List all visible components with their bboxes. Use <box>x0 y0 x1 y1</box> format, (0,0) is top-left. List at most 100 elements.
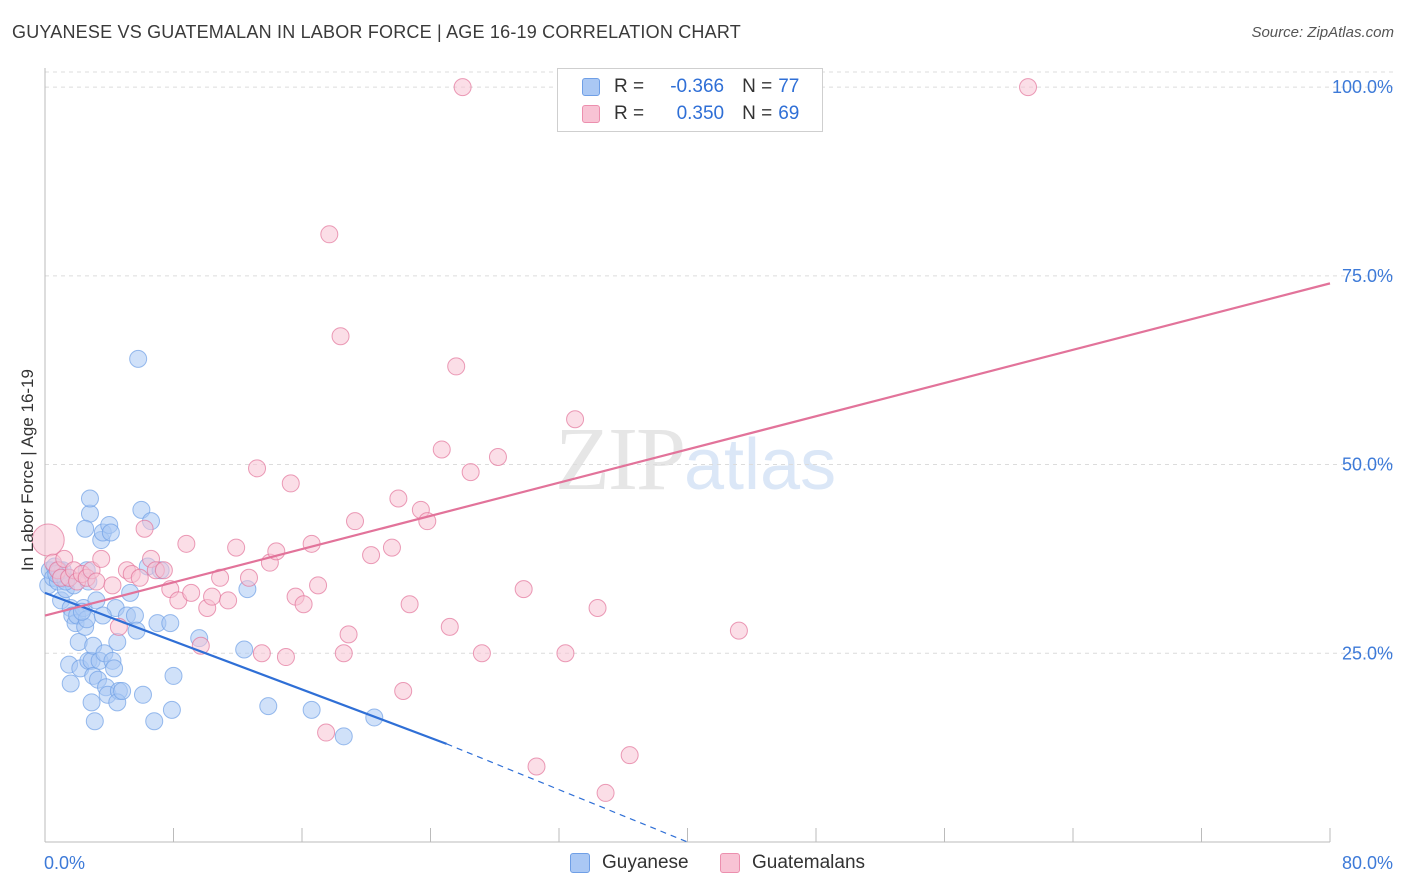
guyanese-point <box>302 700 321 719</box>
chart-title: GUYANESE VS GUATEMALAN IN LABOR FORCE | … <box>12 22 741 42</box>
x-tick-label-1: 80.0% <box>1342 853 1393 873</box>
legend-r-label: R = <box>614 103 645 124</box>
legend-n-value-guatemalans: 69 <box>778 103 800 124</box>
guatemalans-point <box>472 644 491 663</box>
guyanese-point <box>161 614 180 633</box>
guyanese-point <box>164 666 183 685</box>
guatemalans-point <box>154 561 173 580</box>
watermark: ZIPatlas <box>555 408 836 511</box>
guyanese-point <box>82 693 101 712</box>
guatemalans-trend-line <box>44 282 1331 617</box>
source-label: Source: ZipAtlas.com <box>1251 24 1394 41</box>
guatemalans-point <box>339 625 358 644</box>
bottom-legend-guyanese: Guyanese <box>570 852 689 874</box>
legend-r-value-guyanese: -0.366 <box>670 76 725 97</box>
guatemalans-point <box>1019 78 1038 97</box>
bottom-legend-label-guyanese: Guyanese <box>602 852 689 873</box>
guatemalans-point <box>588 598 607 617</box>
guatemalans-point <box>461 463 480 482</box>
guatemalans-point <box>227 538 246 557</box>
guyanese-point <box>85 712 104 731</box>
guatemalans-point <box>130 568 149 587</box>
guatemalans-point <box>103 576 122 595</box>
legend-r-label: R = <box>614 76 645 97</box>
guatemalans-point <box>389 489 408 508</box>
guatemalans-point <box>87 572 106 591</box>
legend-swatch-guatemalans <box>582 105 600 123</box>
guatemalans-point <box>346 512 365 531</box>
guatemalans-point <box>382 538 401 557</box>
guyanese-point <box>145 712 164 731</box>
guatemalans-point <box>334 644 353 663</box>
guyanese-trend-line <box>44 591 447 745</box>
guatemalans-point <box>331 327 350 346</box>
guatemalans-point <box>453 78 472 97</box>
guyanese-point <box>129 349 148 368</box>
guatemalans-point <box>400 595 419 614</box>
guyanese-point <box>334 727 353 746</box>
guyanese-point <box>113 682 132 701</box>
guatemalans-point <box>219 591 238 610</box>
guyanese-point <box>76 519 95 538</box>
guatemalans-point <box>276 648 295 667</box>
guyanese-point <box>101 523 120 542</box>
guatemalans-point <box>440 617 459 636</box>
y-axis-label: In Labor Force | Age 16-19 <box>18 369 37 571</box>
guatemalans-point <box>729 621 748 640</box>
guatemalans-point <box>309 576 328 595</box>
bottom-legend-swatch-guatemalans <box>720 853 740 873</box>
guatemalans-point <box>294 595 313 614</box>
guatemalans-point <box>488 448 507 466</box>
guatemalans-point <box>239 568 258 587</box>
guatemalans-point <box>135 519 154 538</box>
guatemalans-point <box>362 546 381 565</box>
guatemalans-point <box>556 644 575 663</box>
guatemalans-point <box>248 459 267 478</box>
guatemalans-point <box>447 357 466 376</box>
guatemalans-point <box>527 757 546 776</box>
guyanese-point <box>80 489 99 508</box>
y-tick-label-3: 100.0% <box>1332 77 1393 97</box>
legend-row-guyanese: R = -0.366 N = 77 <box>582 74 799 100</box>
bottom-legend-guatemalans: Guatemalans <box>720 852 865 874</box>
bottom-legend-swatch-guyanese <box>570 853 590 873</box>
guyanese-point <box>105 659 124 678</box>
legend-swatch-guyanese <box>582 78 600 96</box>
guyanese-point <box>108 632 127 651</box>
y-tick-label-0: 25.0% <box>1342 643 1393 663</box>
guatemalans-point <box>394 682 413 701</box>
guatemalans-point <box>302 534 321 553</box>
y-tick-label-2: 75.0% <box>1342 266 1393 286</box>
guatemalans-point <box>92 549 111 568</box>
guyanese-point <box>80 504 99 523</box>
guatemalans-point <box>620 746 639 765</box>
bottom-legend-label-guatemalans: Guatemalans <box>752 852 866 873</box>
legend-n-label: N = <box>742 76 773 97</box>
guatemalans-point <box>596 783 615 802</box>
guyanese-point <box>259 697 278 716</box>
legend-n-label: N = <box>742 103 773 124</box>
stats-legend: R = -0.366 N = 77 R = 0.350 N = 69 <box>557 68 823 132</box>
legend-r-value-guatemalans: 0.350 <box>676 103 725 124</box>
guatemalans-point <box>566 410 585 429</box>
guatemalans-point <box>177 534 196 553</box>
guatemalans-point <box>432 440 451 459</box>
guyanese-point <box>125 606 144 625</box>
guyanese-trend-extension <box>446 743 688 843</box>
guyanese-point <box>162 700 181 719</box>
guyanese-point <box>133 685 152 704</box>
guatemalans-point <box>514 580 533 599</box>
guatemalans-point <box>317 723 336 742</box>
guatemalans-point <box>320 225 339 244</box>
guatemalans-point <box>182 583 201 602</box>
guatemalans-point <box>203 587 222 606</box>
guatemalans-point <box>281 474 300 493</box>
guatemalans-point <box>252 644 271 663</box>
legend-row-guatemalans: R = 0.350 N = 69 <box>582 101 799 127</box>
guyanese-point <box>235 640 254 659</box>
x-tick-label-0: 0.0% <box>44 853 85 873</box>
legend-n-value-guyanese: 77 <box>778 76 800 97</box>
y-tick-label-1: 50.0% <box>1342 455 1393 475</box>
guyanese-point <box>61 674 80 693</box>
